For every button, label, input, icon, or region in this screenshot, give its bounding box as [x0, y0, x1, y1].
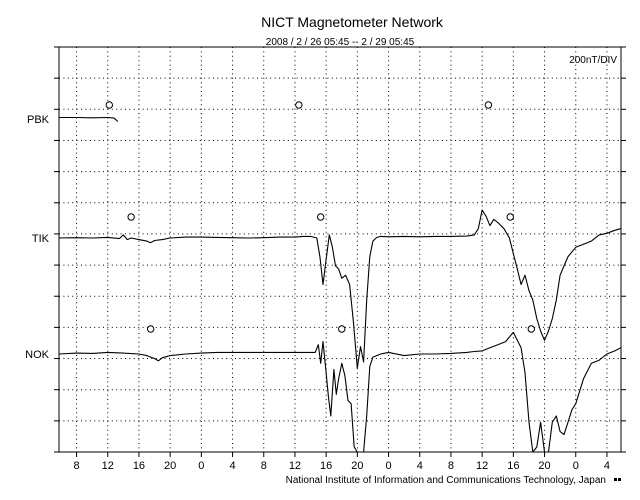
x-tick-label: 0	[385, 460, 391, 472]
chart-title: NICT Magnetometer Network	[261, 14, 444, 30]
station-marker-nok	[338, 325, 346, 333]
station-markers	[105, 101, 535, 333]
station-marker-tik	[316, 213, 325, 221]
scale-label: 200nT/DIV	[569, 55, 617, 66]
x-tick-label: 0	[573, 460, 579, 472]
small-logo-mark	[614, 478, 621, 481]
station-label-nok: NOK	[25, 349, 50, 361]
x-tick-label: 4	[417, 460, 423, 472]
station-label-tik: TIK	[32, 233, 50, 245]
plot-frame	[58, 46, 622, 453]
plot-border	[58, 46, 622, 453]
series-line-nok	[58, 331, 621, 453]
station-marker-nok	[146, 325, 155, 333]
x-tick-label: 16	[507, 460, 519, 472]
x-tick-label: 20	[164, 460, 176, 472]
x-tick-label: 20	[538, 460, 550, 472]
station-marker-tik	[506, 213, 514, 221]
station-marker-pbk	[105, 101, 114, 109]
station-marker-nok	[527, 325, 535, 333]
x-tick-label: 4	[229, 460, 235, 472]
x-tick-label: 16	[133, 460, 145, 472]
x-tick-label: 0	[198, 460, 204, 472]
credit-label: National Institute of Information and Co…	[286, 475, 606, 486]
grid	[59, 47, 621, 452]
x-tick-label: 12	[476, 460, 488, 472]
x-tick-label: 12	[102, 460, 114, 472]
station-label-pbk: PBK	[27, 114, 50, 126]
station-marker-tik	[127, 213, 135, 221]
x-tick-label: 16	[320, 460, 332, 472]
chart-subtitle: 2008 / 2 / 26 05:45 -- 2 / 29 05:45	[266, 37, 415, 48]
axis-ticks: 8 12 16 20 0 4 8 12 16 20 0 4 8 12 16 20 0 4	[54, 46, 626, 472]
series-line-pbk	[59, 116, 119, 122]
x-tick-label: 12	[289, 460, 301, 472]
series-line-tik	[58, 209, 621, 369]
x-tick-label: 8	[73, 460, 79, 472]
x-tick-label: 4	[604, 460, 610, 472]
station-marker-pbk	[295, 101, 303, 109]
x-tick-label: 8	[448, 460, 454, 472]
series-layer	[58, 116, 621, 453]
text-labels: NICT Magnetometer Network 2008 / 2 / 26 …	[25, 14, 617, 486]
x-tick-label: 20	[351, 460, 363, 472]
x-tick-label: 8	[261, 460, 267, 472]
station-marker-pbk	[484, 101, 493, 109]
